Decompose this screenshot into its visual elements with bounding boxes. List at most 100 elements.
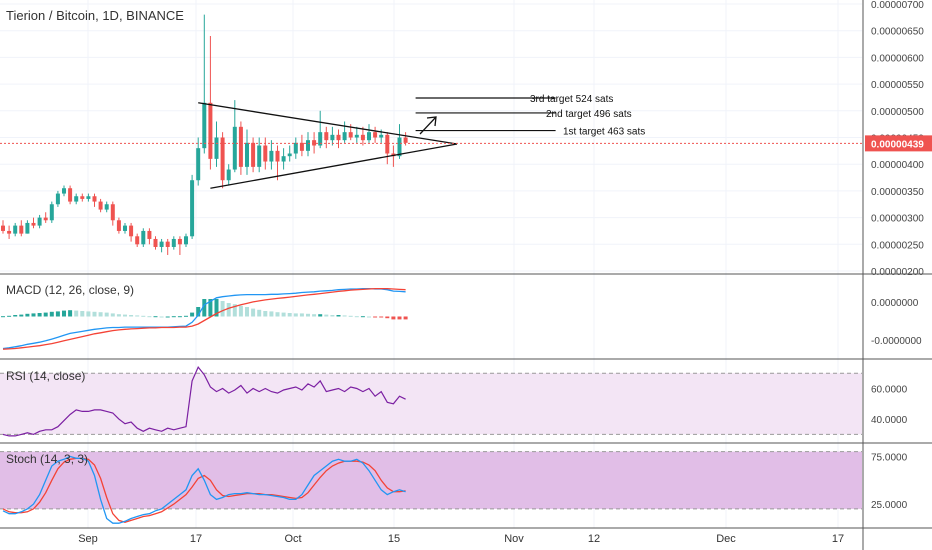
candle-body <box>214 137 219 159</box>
macd-histogram-bar <box>25 313 30 317</box>
rsi-line <box>2 365 406 437</box>
macd-histogram-bar <box>257 309 262 317</box>
macd-label: MACD (12, 26, close, 9) <box>6 283 135 297</box>
macd-histogram-bar <box>287 313 292 317</box>
breakout-arrow-line <box>419 116 437 135</box>
triangle-upper-line <box>198 102 458 145</box>
macd-histogram-bar <box>184 315 188 317</box>
macd-signal-line <box>2 287 406 350</box>
candle-body <box>373 132 378 138</box>
candle-body <box>348 132 353 138</box>
macd-histogram-bar <box>49 311 54 317</box>
candle-body <box>135 236 140 245</box>
macd-histogram-bar <box>1 316 5 318</box>
macd-histogram-bar <box>153 316 158 318</box>
last-price-label: 0.00000439 <box>871 139 924 150</box>
macd-histogram-bar <box>403 316 408 320</box>
macd-histogram-bar <box>13 315 18 317</box>
macd-histogram-bar <box>43 312 48 317</box>
candle-body <box>74 196 79 202</box>
candle-body <box>49 204 54 221</box>
candle-body <box>232 126 237 170</box>
breakout-arrow-head <box>426 116 437 127</box>
x-tick-label: 17 <box>832 533 844 545</box>
candle-body <box>13 225 18 234</box>
candle-body <box>275 150 280 162</box>
candle-body <box>379 134 384 138</box>
candle-body <box>123 225 127 231</box>
rsi-tick-label: 60.0000 <box>871 385 908 396</box>
macd-histogram-bar <box>263 311 268 317</box>
candle-body <box>330 134 335 141</box>
price-tick-label: 0.00000500 <box>871 107 924 118</box>
target-label-3: 1st target 463 sats <box>563 127 645 138</box>
macd-histogram-bar <box>379 316 384 318</box>
candle-body <box>92 196 97 202</box>
candle-body <box>171 238 176 247</box>
macd-tick-label: -0.0000000 <box>871 336 922 347</box>
x-tick-label: 12 <box>588 533 600 545</box>
macd-histogram-bar <box>360 316 365 318</box>
candle-body <box>354 134 359 138</box>
price-tick-label: 0.00000400 <box>871 160 924 171</box>
price-tick-label: 0.00000300 <box>871 214 924 225</box>
price-tick-label: 0.00000600 <box>871 53 924 64</box>
candle-body <box>25 222 30 234</box>
macd-histogram-bar <box>31 313 36 317</box>
candle-body <box>86 196 91 199</box>
macd-histogram-bar <box>62 310 66 317</box>
candle-body <box>190 180 195 237</box>
macd-histogram-bar <box>397 316 402 320</box>
macd-histogram-bar <box>98 312 103 317</box>
candle-body <box>245 142 249 167</box>
candle-body <box>129 225 134 237</box>
macd-histogram-bar <box>135 315 140 317</box>
macd-histogram-bar <box>232 304 237 317</box>
stoch-tick-label: 75.0000 <box>871 452 908 463</box>
macd-histogram-bar <box>177 316 182 318</box>
candle-body <box>336 134 341 141</box>
chart-title: Tierion / Bitcoin, 1D, BINANCE <box>6 8 184 23</box>
price-tick-label: 0.00000250 <box>871 240 924 251</box>
macd-histogram-bar <box>336 315 341 317</box>
candle-body <box>287 153 292 157</box>
candle-body <box>306 140 310 151</box>
target-label-2: 2nd target 496 sats <box>546 109 632 120</box>
candle-body <box>281 156 286 162</box>
grid <box>0 0 862 528</box>
macd-histogram-bar <box>299 313 304 317</box>
candle-body <box>68 188 73 202</box>
rsi-label: RSI (14, close) <box>6 369 86 383</box>
candle-body <box>153 238 158 247</box>
macd-histogram-bar <box>293 313 298 317</box>
candle-body <box>104 204 109 210</box>
macd-histogram-bar <box>251 308 256 317</box>
macd-histogram-bar <box>214 299 219 317</box>
macd-histogram-bar <box>92 311 97 317</box>
macd-histogram-bar <box>220 301 225 317</box>
macd-histogram-bar <box>373 316 378 318</box>
candle-body <box>141 230 146 245</box>
macd-histogram-bar <box>208 299 213 317</box>
macd-histogram-bar <box>202 299 207 317</box>
x-tick-label: Sep <box>78 533 98 545</box>
candle-body <box>184 236 188 245</box>
macd-histogram-bar <box>141 315 146 317</box>
candle-body <box>1 225 5 231</box>
macd-histogram-bar <box>391 316 396 320</box>
rsi-tick-label: 40.0000 <box>871 415 908 426</box>
x-tick-label: Dec <box>716 533 736 545</box>
price-tick-label: 0.00000700 <box>871 0 924 11</box>
candle-body <box>385 134 390 154</box>
candle-body <box>318 132 323 146</box>
candle-body <box>324 132 329 141</box>
candle-body <box>98 201 103 210</box>
macd-histogram-bar <box>312 314 317 317</box>
candle-body <box>342 132 347 141</box>
macd-histogram-bar <box>190 312 195 317</box>
price-tick-label: 0.00000650 <box>871 27 924 38</box>
candle-body <box>299 142 304 151</box>
price-pane: 3rd target 524 sats 2nd target 496 sats 1s… <box>0 14 862 255</box>
macd-histogram-bar <box>86 311 91 317</box>
